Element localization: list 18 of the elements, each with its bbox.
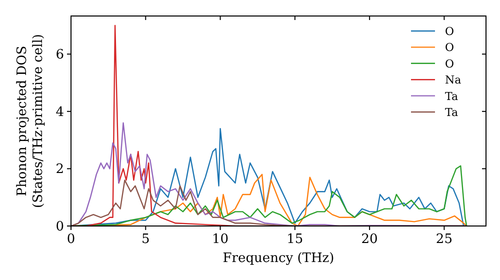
legend-label: Na <box>445 74 462 87</box>
legend-label: O <box>445 41 454 54</box>
x-tick-label: 10 <box>212 232 229 247</box>
y-axis-title: Phonon projected DOS (States/THz·primitive cell) <box>15 34 46 208</box>
legend-label: O <box>445 25 454 38</box>
y-tick-label: 6 <box>56 48 64 63</box>
x-tick-label: 5 <box>142 232 150 247</box>
legend-label: Ta <box>445 90 458 103</box>
x-tick-label: 25 <box>436 232 452 247</box>
x-axis-title: Frequency (THz) <box>222 251 334 266</box>
legend-label: Ta <box>445 106 458 119</box>
x-tick-label: 15 <box>286 232 304 247</box>
x-tick-label: 20 <box>361 232 378 247</box>
x-tick-label: 0 <box>66 232 76 247</box>
y-tick-label: 4 <box>56 104 64 120</box>
y-tick-label: 2 <box>56 162 64 178</box>
y-tick-label: 0 <box>56 220 64 234</box>
legend-label: O <box>445 57 454 70</box>
